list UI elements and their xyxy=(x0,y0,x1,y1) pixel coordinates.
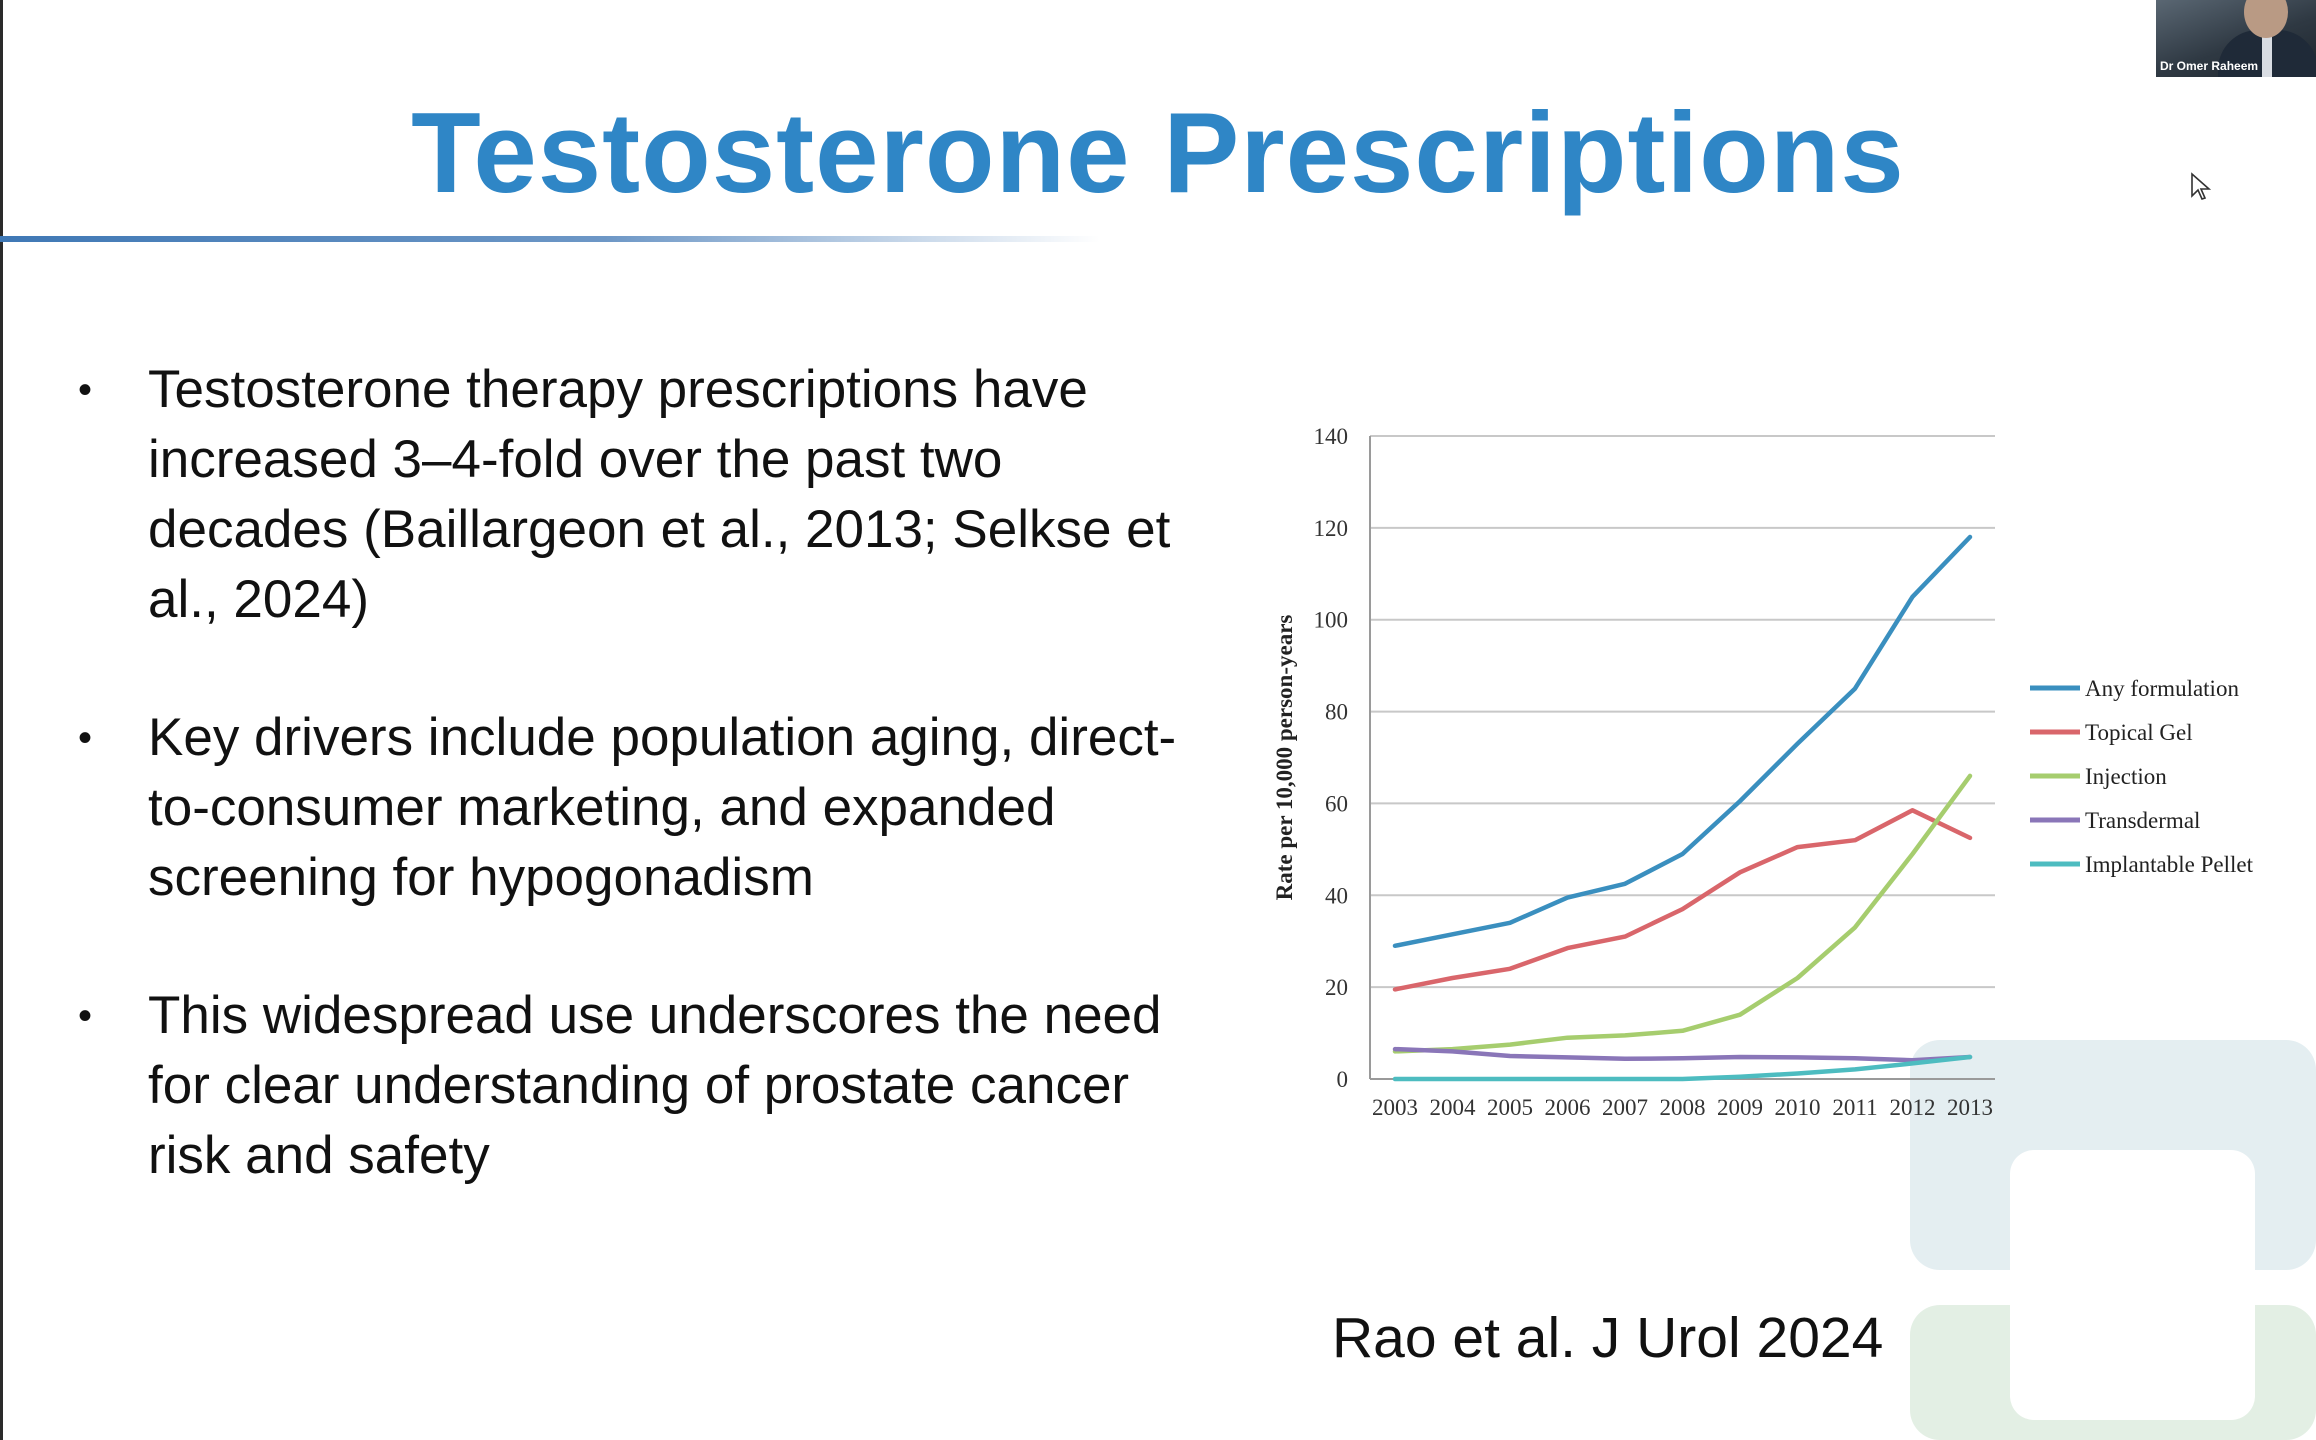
bullet-text: Testosterone therapy prescriptions have … xyxy=(148,360,1171,629)
bullet-list: • Testosterone therapy prescriptions hav… xyxy=(70,355,1200,1259)
y-tick-label: 140 xyxy=(1314,424,1349,449)
legend-label: Any formulation xyxy=(2085,676,2239,701)
y-tick-label: 20 xyxy=(1325,975,1348,1000)
x-tick-label: 2005 xyxy=(1487,1095,1533,1120)
bullet-text: Key drivers include population aging, di… xyxy=(148,708,1177,907)
series-line xyxy=(1392,1054,1973,1082)
y-tick-label: 80 xyxy=(1325,700,1348,725)
series-line xyxy=(1392,534,1973,949)
x-tick-label: 2007 xyxy=(1602,1095,1648,1120)
y-tick-label: 60 xyxy=(1325,791,1348,816)
x-tick-label: 2010 xyxy=(1775,1095,1821,1120)
window-edge xyxy=(0,0,3,1440)
mouse-cursor-icon xyxy=(2191,172,2212,200)
webcam-name-label: Dr Omer Raheem xyxy=(2160,59,2259,73)
watermark-window xyxy=(2010,1150,2255,1420)
series-line xyxy=(1392,773,1973,1054)
x-tick-label: 2006 xyxy=(1545,1095,1591,1120)
bullet-item: • Testosterone therapy prescriptions hav… xyxy=(70,355,1200,635)
bullet-dot: • xyxy=(78,368,93,412)
title-underline xyxy=(0,236,1100,242)
series-line xyxy=(1392,1046,1973,1063)
y-axis-label: Rate per 10,000 person-years xyxy=(1272,615,1297,901)
legend-label: Implantable Pellet xyxy=(2085,852,2254,877)
y-tick-label: 120 xyxy=(1314,516,1349,541)
x-tick-label: 2003 xyxy=(1372,1095,1418,1120)
x-tick-label: 2008 xyxy=(1660,1095,1706,1120)
bullet-item: • This widespread use underscores the ne… xyxy=(70,981,1200,1191)
bullet-text: This widespread use underscores the need… xyxy=(148,986,1162,1185)
webcam-thumbnail[interactable]: Dr Omer Raheem xyxy=(2156,0,2316,77)
y-tick-label: 0 xyxy=(1337,1067,1349,1092)
legend-label: Transdermal xyxy=(2085,808,2200,833)
y-tick-label: 100 xyxy=(1314,608,1349,633)
x-tick-label: 2012 xyxy=(1890,1095,1936,1120)
legend-label: Injection xyxy=(2085,764,2167,789)
legend-label: Topical Gel xyxy=(2085,720,2193,745)
line-chart: 0 20 40 60 80 100 120 140 2003 2004 2005 2006 2007 20… xyxy=(1272,424,2254,1120)
y-tick-label: 40 xyxy=(1325,883,1348,908)
bullet-dot: • xyxy=(78,716,93,760)
slide-title: Testosterone Prescriptions xyxy=(411,90,1905,217)
bullet-item: • Key drivers include population aging, … xyxy=(70,703,1200,913)
chart-container: 0 20 40 60 80 100 120 140 2003 2004 2005 2006 2007 20… xyxy=(1260,410,2316,1130)
citation: Rao et al. J Urol 2024 xyxy=(1332,1306,1884,1370)
x-tick-label: 2004 xyxy=(1430,1095,1477,1120)
x-tick-label: 2013 xyxy=(1947,1095,1993,1120)
series-line xyxy=(1392,808,1973,992)
x-tick-label: 2009 xyxy=(1717,1095,1763,1120)
x-tick-label: 2011 xyxy=(1832,1095,1877,1120)
speaker-tie xyxy=(2262,36,2272,77)
bullet-dot: • xyxy=(78,994,93,1038)
